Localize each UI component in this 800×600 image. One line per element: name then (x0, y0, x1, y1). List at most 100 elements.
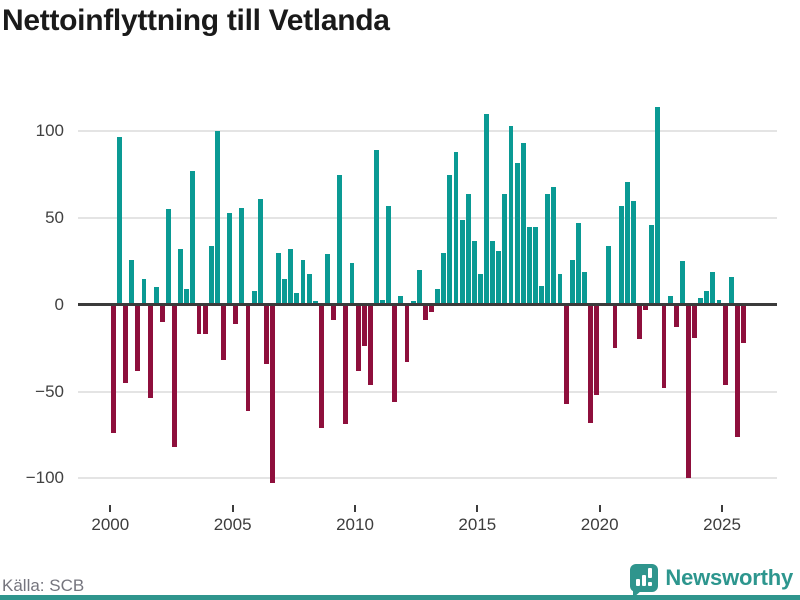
x-axis-tick-label: 2020 (580, 515, 619, 534)
bar (312, 301, 318, 305)
bar (569, 259, 575, 305)
bar (679, 261, 685, 305)
bar (257, 198, 263, 305)
bar (153, 287, 159, 305)
bar (429, 304, 434, 312)
bar (728, 277, 734, 305)
logo-exclamation-icon (648, 568, 653, 578)
bar (551, 186, 557, 305)
bar (508, 126, 514, 305)
chart-title: Nettoinflyttning till Vetlanda (2, 4, 390, 37)
bar (361, 304, 367, 347)
bar (526, 226, 532, 305)
bar (410, 301, 416, 305)
bar (465, 193, 471, 305)
bar (208, 245, 214, 305)
gridline (78, 477, 777, 480)
bar (624, 181, 630, 305)
bar (484, 114, 489, 305)
bar (545, 193, 551, 305)
bar (441, 252, 447, 305)
logo-bar-icon (636, 579, 641, 586)
bar (196, 304, 202, 335)
bar (514, 162, 520, 305)
bar (606, 245, 612, 305)
bar (539, 285, 545, 305)
x-axis-tick-label: 2005 (213, 515, 252, 534)
bar (184, 289, 190, 305)
bar (422, 304, 428, 321)
bar (692, 304, 697, 338)
bar (233, 304, 239, 324)
bar (404, 304, 410, 363)
bar (263, 304, 269, 364)
newsworthy-logo: Newsworthy (630, 562, 793, 598)
x-axis-tick-label: 2015 (458, 515, 497, 534)
bar (710, 271, 716, 305)
bar (490, 240, 496, 305)
bar (722, 304, 728, 385)
x-axis-tick (598, 505, 601, 512)
bar (294, 292, 300, 305)
bar (318, 304, 324, 428)
bar (282, 278, 288, 305)
bar (214, 131, 220, 305)
bar (649, 225, 655, 305)
x-axis-tick-label: 2025 (703, 515, 741, 534)
bar (374, 150, 379, 305)
bar (447, 174, 453, 305)
x-axis-tick-label: 2010 (336, 515, 374, 534)
bar (367, 304, 373, 385)
bar (288, 249, 294, 305)
bar (202, 304, 208, 335)
bar (637, 304, 642, 340)
bar (110, 304, 116, 434)
bar (618, 205, 624, 305)
logo-exclamation-dot-icon (648, 582, 653, 586)
bar (612, 304, 618, 349)
bar (337, 174, 343, 305)
bar (533, 226, 538, 305)
bar (661, 304, 667, 389)
x-axis-tick (476, 505, 479, 512)
bar (685, 304, 691, 479)
bar (190, 171, 196, 305)
source-label: Källa: SCB (2, 576, 85, 595)
bar (129, 259, 135, 305)
newsworthy-logo-icon (630, 564, 659, 598)
x-axis-tick (231, 505, 234, 512)
bar (716, 299, 722, 305)
y-axis-tick-label: −100 (25, 468, 64, 488)
bar (643, 304, 649, 310)
bar (453, 152, 459, 305)
y-axis-tick-label: 100 (35, 121, 64, 141)
bar (306, 273, 312, 305)
bar (673, 304, 679, 328)
x-axis-tick (354, 505, 356, 512)
bar (557, 273, 563, 305)
y-axis-tick-label: 50 (45, 208, 64, 228)
bar (704, 290, 710, 305)
bar (588, 304, 593, 423)
gridline (78, 390, 777, 393)
bar (245, 304, 251, 411)
bar (172, 304, 178, 448)
logo-bar-icon (642, 575, 647, 586)
bar (355, 304, 361, 371)
brand-bottom-strip (0, 595, 800, 600)
bar (741, 304, 746, 343)
bar (147, 304, 153, 399)
y-axis-tick-label: 0 (54, 294, 64, 314)
bar (655, 107, 661, 305)
bar (667, 296, 673, 305)
bar (459, 219, 465, 305)
y-axis-tick-label: −50 (35, 381, 64, 401)
newsworthy-logo-text: Newsworthy (665, 565, 793, 590)
bar (300, 259, 306, 305)
x-axis-tick (721, 505, 724, 512)
bar (166, 209, 171, 305)
bar (398, 296, 404, 305)
bar (239, 207, 245, 305)
bar (698, 297, 704, 305)
